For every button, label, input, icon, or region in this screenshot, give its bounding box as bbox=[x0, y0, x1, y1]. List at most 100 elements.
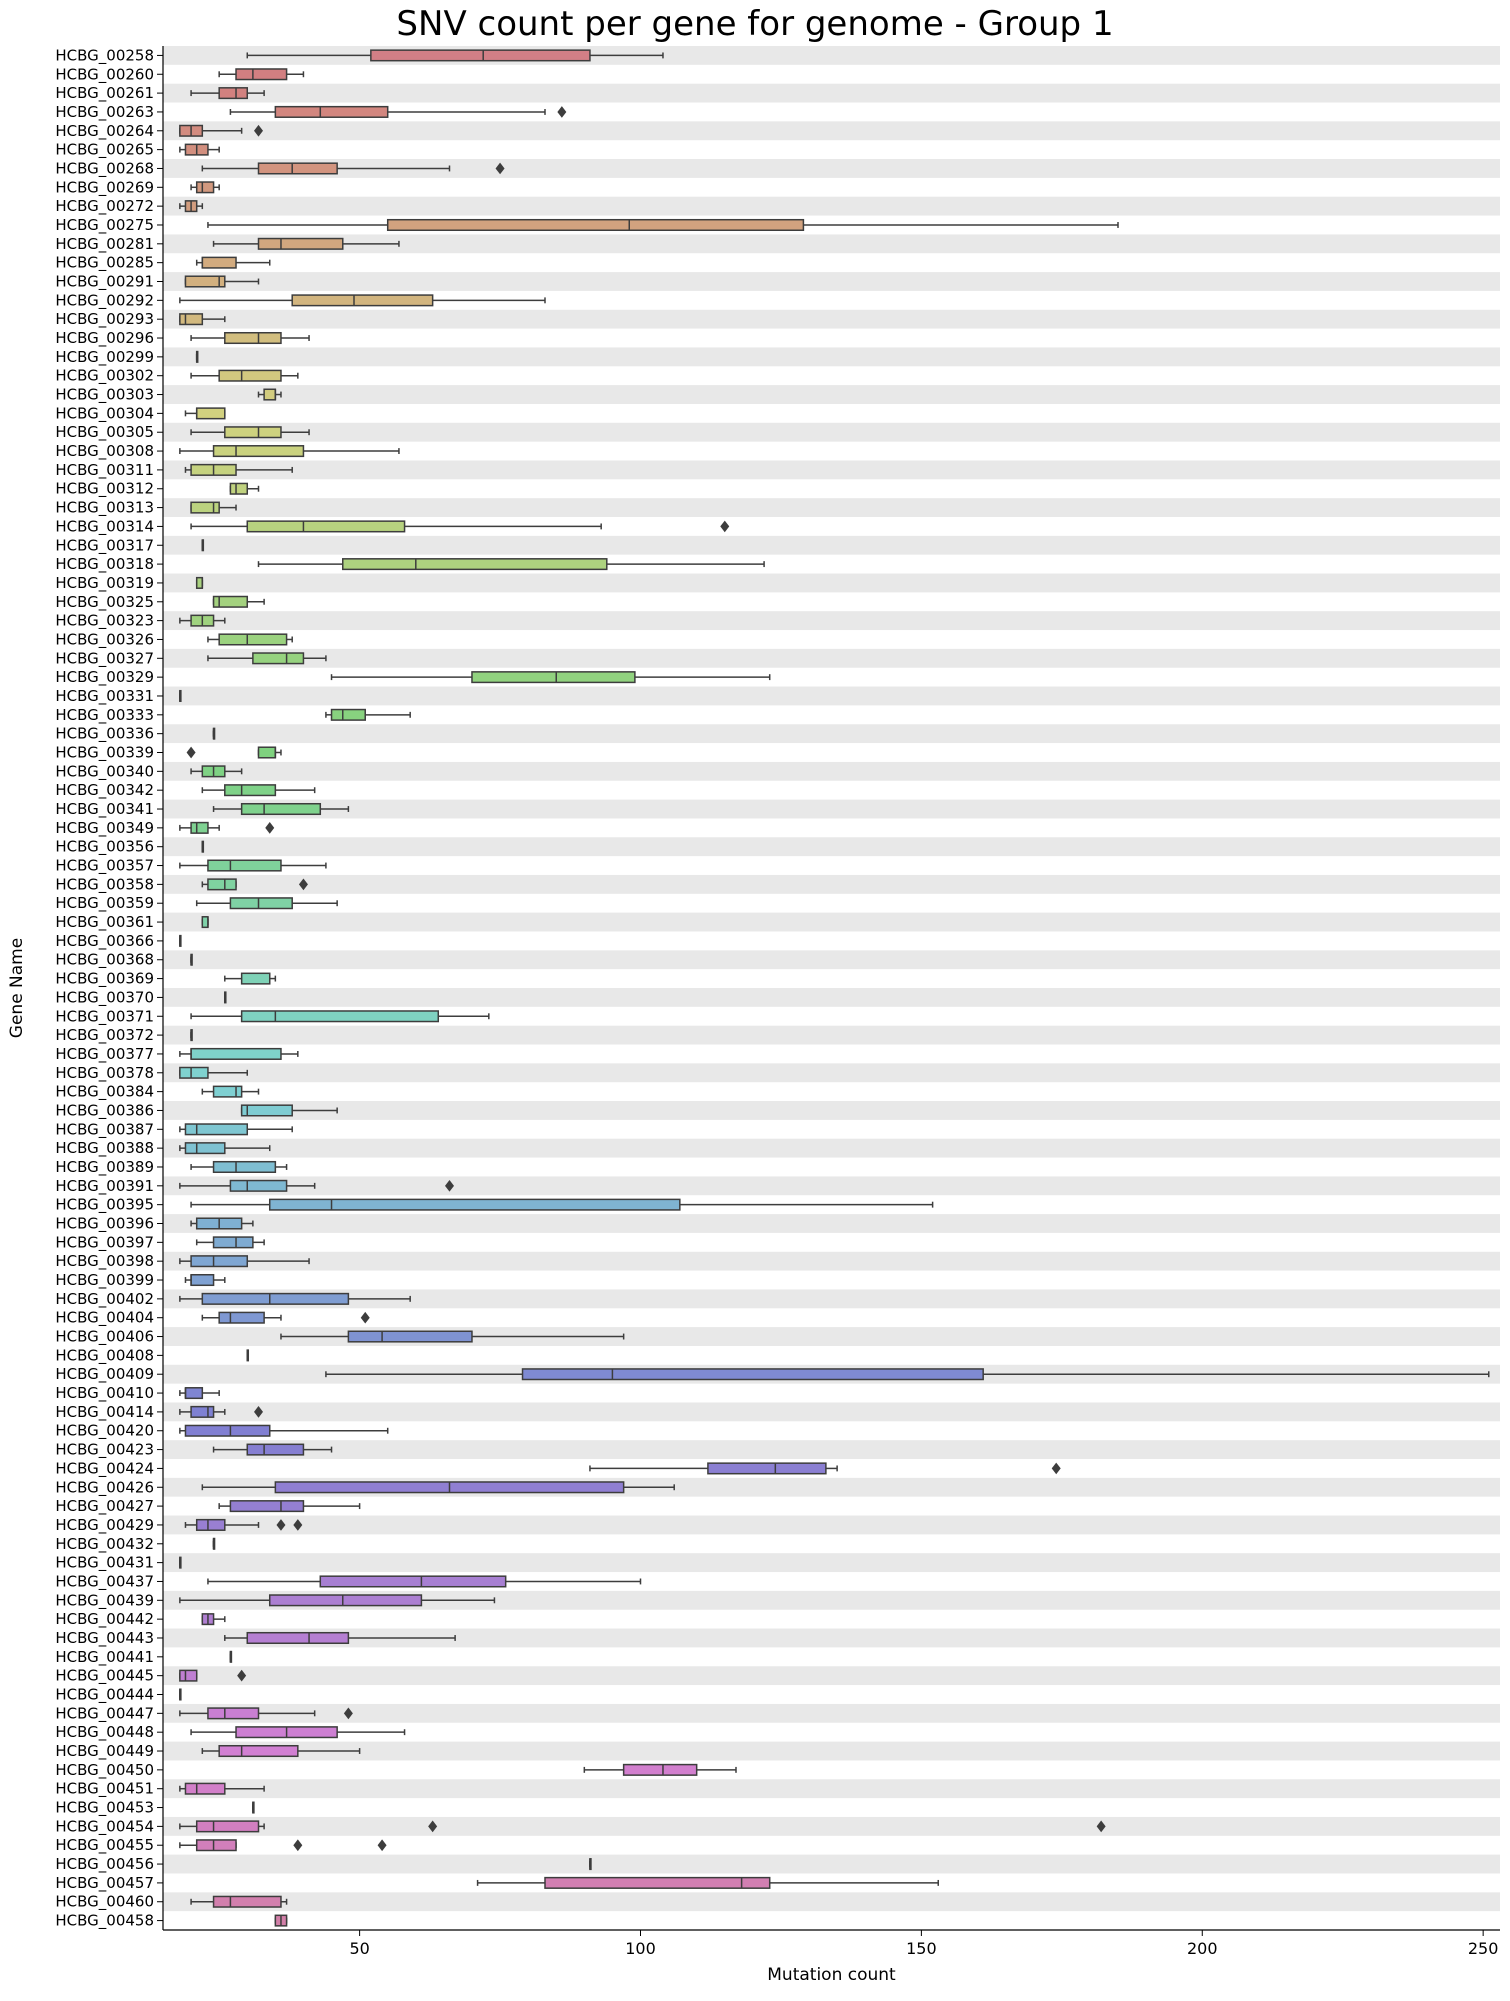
gene-label: HCBG_00395 bbox=[55, 1196, 154, 1215]
gene-label: HCBG_00439 bbox=[55, 1591, 154, 1610]
gene-label: HCBG_00378 bbox=[55, 1064, 154, 1083]
x-tick-label: 250 bbox=[1468, 1939, 1499, 1958]
outlier-point bbox=[276, 1519, 286, 1531]
gene-label: HCBG_00357 bbox=[55, 857, 154, 876]
gene-label: HCBG_00455 bbox=[55, 1836, 154, 1855]
outlier-point bbox=[293, 1519, 303, 1531]
gene-label: HCBG_00431 bbox=[55, 1554, 154, 1573]
outlier-point bbox=[343, 1707, 353, 1720]
box bbox=[257, 237, 344, 250]
gene-label: HCBG_00275 bbox=[55, 216, 154, 235]
box bbox=[195, 1820, 260, 1833]
box bbox=[257, 162, 338, 175]
box bbox=[268, 1594, 423, 1607]
gene-label: HCBG_00311 bbox=[55, 461, 154, 480]
gene-label: HCBG_00442 bbox=[55, 1610, 154, 1629]
box bbox=[207, 859, 282, 872]
box bbox=[184, 1142, 226, 1155]
gene-label: HCBG_00340 bbox=[55, 762, 154, 781]
gene-label: HCBG_00292 bbox=[55, 291, 154, 310]
box bbox=[212, 1085, 243, 1098]
gene-label: HCBG_00427 bbox=[55, 1497, 154, 1516]
box bbox=[201, 1292, 350, 1305]
box bbox=[212, 1160, 277, 1174]
row-band bbox=[163, 912, 1500, 932]
row-band bbox=[163, 422, 1500, 442]
row-band bbox=[163, 686, 1500, 706]
gene-label: HCBG_00305 bbox=[55, 423, 154, 442]
box bbox=[370, 49, 591, 62]
box bbox=[212, 595, 249, 608]
gene-label: HCBG_00272 bbox=[55, 197, 154, 216]
gene-label: HCBG_00406 bbox=[55, 1328, 154, 1347]
row-band bbox=[163, 1515, 1500, 1535]
outlier-point bbox=[445, 1179, 454, 1192]
row-band bbox=[163, 1251, 1500, 1271]
box bbox=[190, 1047, 282, 1060]
box bbox=[246, 1631, 350, 1645]
gene-label: HCBG_00429 bbox=[55, 1516, 154, 1535]
row-band bbox=[163, 234, 1500, 254]
gene-label: HCBG_00323 bbox=[55, 612, 154, 631]
gene-label: HCBG_00386 bbox=[55, 1101, 154, 1120]
outlier-point bbox=[265, 822, 275, 834]
box bbox=[622, 1763, 698, 1776]
outlier-point bbox=[1051, 1462, 1061, 1475]
row-band bbox=[163, 1063, 1500, 1083]
gene-label: HCBG_00302 bbox=[55, 367, 154, 386]
gene-label: HCBG_00399 bbox=[55, 1271, 154, 1290]
gene-label: HCBG_00370 bbox=[55, 988, 154, 1007]
row-band bbox=[163, 83, 1500, 103]
row-band bbox=[163, 1440, 1500, 1459]
gene-label: HCBG_00304 bbox=[55, 404, 154, 423]
row-band bbox=[163, 309, 1500, 329]
box bbox=[229, 1500, 305, 1513]
gene-label: HCBG_00424 bbox=[55, 1459, 154, 1478]
gene-label: HCBG_00408 bbox=[55, 1346, 154, 1365]
gene-label: HCBG_00269 bbox=[55, 178, 154, 197]
gene-label: HCBG_00458 bbox=[55, 1912, 154, 1931]
gene-label: HCBG_00341 bbox=[55, 800, 154, 819]
row-band bbox=[163, 1289, 1500, 1309]
x-axis-label: Mutation count bbox=[767, 1965, 896, 1985]
box bbox=[246, 520, 406, 533]
box bbox=[240, 1010, 440, 1023]
gene-label: HCBG_00391 bbox=[55, 1177, 154, 1196]
outlier-point bbox=[557, 106, 567, 118]
row-band bbox=[163, 1138, 1500, 1158]
box bbox=[246, 1443, 305, 1456]
gene-label: HCBG_00339 bbox=[55, 744, 154, 763]
box bbox=[544, 1876, 771, 1889]
gene-label: HCBG_00388 bbox=[55, 1139, 154, 1158]
row-band bbox=[163, 460, 1500, 480]
gene-label: HCBG_00308 bbox=[55, 442, 154, 461]
gene-label: HCBG_00329 bbox=[55, 668, 154, 687]
gene-label: HCBG_00327 bbox=[55, 649, 154, 668]
row-band bbox=[163, 611, 1500, 631]
gene-label: HCBG_00389 bbox=[55, 1158, 154, 1177]
box bbox=[291, 294, 434, 307]
gene-label: HCBG_00397 bbox=[55, 1233, 154, 1252]
outlier-point bbox=[254, 124, 263, 137]
row-band bbox=[163, 535, 1500, 555]
gene-label: HCBG_00453 bbox=[55, 1799, 154, 1818]
gene-label: HCBG_00409 bbox=[55, 1365, 154, 1384]
outlier-point bbox=[377, 1839, 387, 1852]
gene-label: HCBG_00303 bbox=[55, 386, 154, 405]
x-tick-label: 100 bbox=[625, 1939, 656, 1958]
row-band bbox=[163, 498, 1500, 517]
row-band bbox=[163, 1025, 1500, 1045]
gene-label: HCBG_00404 bbox=[55, 1309, 154, 1328]
row-band bbox=[163, 121, 1500, 141]
gene-label: HCBG_00457 bbox=[55, 1874, 154, 1893]
gene-label: HCBG_00387 bbox=[55, 1120, 154, 1139]
gene-label: HCBG_00296 bbox=[55, 329, 154, 348]
box bbox=[240, 1104, 293, 1117]
box bbox=[190, 1405, 215, 1418]
row-band bbox=[163, 950, 1500, 970]
gene-label: HCBG_00368 bbox=[55, 951, 154, 970]
gene-label: HCBG_00336 bbox=[55, 725, 154, 744]
gene-label: HCBG_00377 bbox=[55, 1045, 154, 1064]
box bbox=[184, 1782, 226, 1795]
